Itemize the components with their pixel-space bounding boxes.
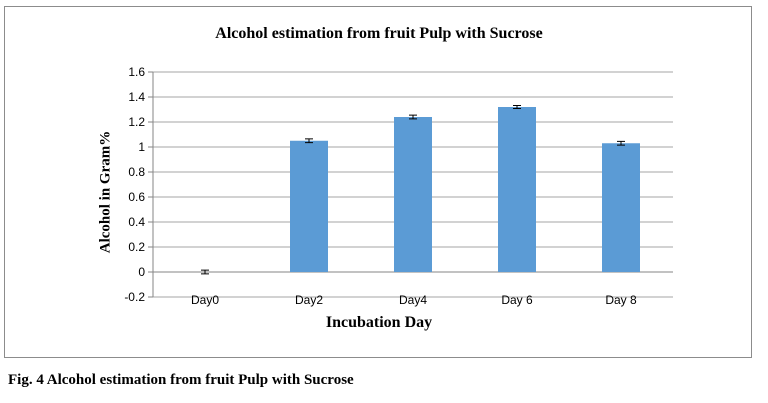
bar bbox=[394, 117, 432, 272]
y-tick-label: 1.6 bbox=[128, 65, 145, 79]
x-tick-label: Day0 bbox=[191, 293, 219, 307]
bar bbox=[290, 140, 328, 272]
chart-frame: Alcohol estimation from fruit Pulp with … bbox=[4, 6, 752, 358]
y-tick-label: 0.2 bbox=[128, 240, 145, 254]
y-tick-label: 0.6 bbox=[128, 190, 145, 204]
y-tick-label: -0.2 bbox=[124, 290, 145, 304]
x-tick-label: Day 6 bbox=[501, 293, 533, 307]
y-tick-label: 1 bbox=[138, 140, 145, 154]
x-axis-label: Incubation Day bbox=[325, 314, 433, 331]
y-tick-label: 1.2 bbox=[128, 115, 145, 129]
y-tick-label: 1.4 bbox=[128, 90, 145, 104]
y-tick-label: 0.8 bbox=[128, 165, 145, 179]
x-tick-label: Day4 bbox=[399, 293, 427, 307]
bar bbox=[498, 107, 536, 272]
chart-title: Alcohol estimation from fruit Pulp with … bbox=[215, 25, 543, 42]
y-tick-label: 0.4 bbox=[128, 215, 145, 229]
y-tick-label: 0 bbox=[138, 265, 145, 279]
x-tick-label: Day 8 bbox=[605, 293, 637, 307]
bar bbox=[602, 143, 640, 272]
x-tick-label: Day2 bbox=[295, 293, 323, 307]
figure-caption: Fig. 4 Alcohol estimation from fruit Pul… bbox=[8, 372, 354, 388]
plot-area: -0.2 0 0.2 0.4 0.6 0.8 1 1.2 1.4 1.6 Day0 Day2 Day4 D… bbox=[124, 65, 673, 307]
